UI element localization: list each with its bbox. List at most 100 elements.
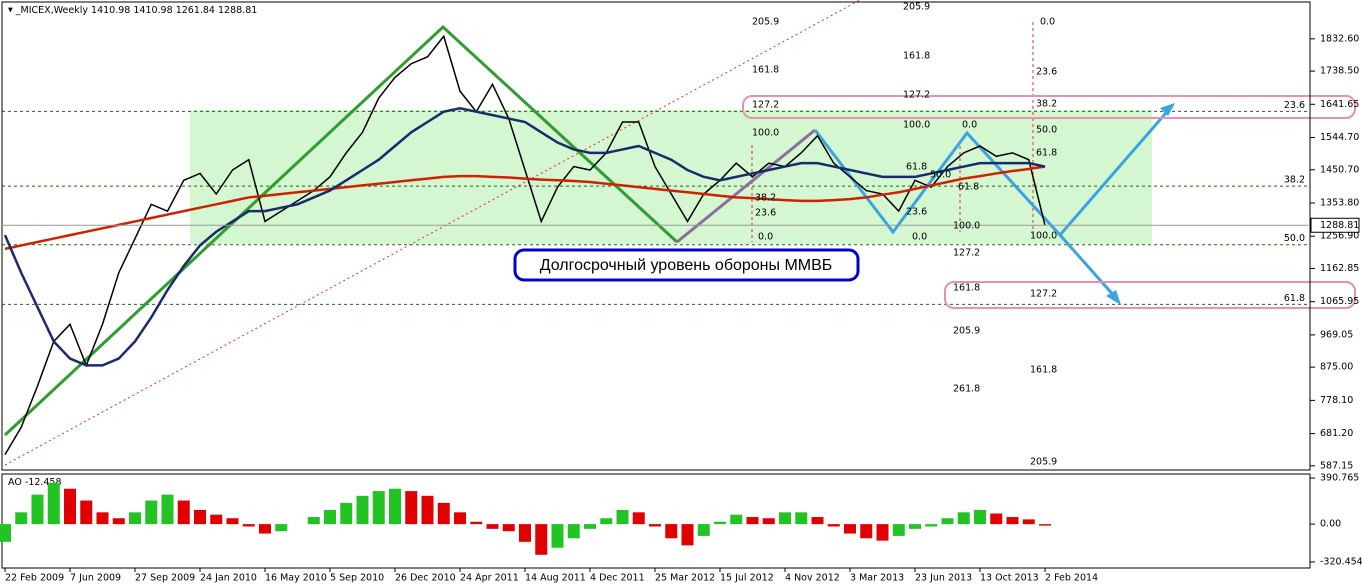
y-tick-label: 1353.80 — [1320, 197, 1359, 208]
bar — [161, 494, 174, 525]
indicator-title: AO -12.458 — [8, 477, 62, 488]
x-tick-label: 13 Oct 2013 — [980, 573, 1039, 584]
fib-label: 205.9 — [903, 2, 930, 13]
bar — [307, 517, 320, 525]
bar — [421, 495, 434, 525]
fib-label: 0.0 — [758, 232, 773, 243]
x-tick-label: 14 Aug 2011 — [525, 573, 586, 584]
bar — [714, 521, 726, 525]
fib-label: 61.8 — [906, 162, 927, 173]
trend-line — [676, 128, 816, 244]
y-tick-label: 1450.70 — [1320, 164, 1359, 175]
bar — [1039, 524, 1051, 526]
target-zone — [742, 95, 1356, 119]
y-tick-label: 390.765 — [1320, 473, 1359, 484]
bar — [405, 491, 418, 525]
bar — [876, 524, 889, 541]
fib-label: 205.9 — [953, 326, 980, 337]
ohlc: 1261.84 — [176, 5, 215, 16]
fib-label: 100.0 — [752, 128, 779, 139]
bar — [925, 524, 938, 527]
ohlc: 1410.98 — [133, 5, 172, 16]
price-label: 1288.81 — [1320, 220, 1359, 231]
fib-label: 0.0 — [1040, 17, 1055, 28]
fib-label: 0.0 — [912, 232, 927, 243]
level-label: 38.2 — [1284, 175, 1305, 186]
x-tick-label: 25 Mar 2012 — [655, 573, 715, 584]
fib-label: 100.0 — [1030, 231, 1057, 242]
y-tick-label: 1832.60 — [1320, 33, 1359, 44]
bar — [519, 524, 531, 542]
ohlc: 1288.81 — [218, 5, 257, 16]
bar — [112, 518, 125, 525]
bar — [31, 494, 44, 525]
fib-label: 205.9 — [1030, 457, 1057, 468]
x-tick-label: 2 Feb 2014 — [1045, 573, 1098, 584]
bar — [324, 509, 336, 525]
bar — [1006, 517, 1019, 525]
trend-line — [3, 24, 679, 437]
bar — [145, 500, 158, 525]
indicator-name: AO — [8, 477, 22, 488]
bar — [437, 502, 450, 525]
x-tick-label: 5 Sep 2010 — [330, 573, 384, 584]
bar — [941, 518, 954, 525]
x-tick-label: 7 Jun 2009 — [70, 573, 121, 584]
y-tick-label: 1641.65 — [1320, 99, 1359, 110]
bar — [15, 512, 28, 525]
fib-label: 50.0 — [930, 170, 951, 181]
bar — [535, 524, 548, 555]
fib-label: 50.0 — [1036, 125, 1057, 136]
bar — [551, 524, 564, 548]
projection-line — [1058, 234, 1118, 299]
fib-label: 161.8 — [953, 283, 980, 294]
bar — [275, 524, 288, 532]
bar — [0, 524, 11, 542]
y-tick-label: 1738.50 — [1320, 66, 1359, 77]
y-tick-label: 875.00 — [1320, 362, 1353, 373]
bar — [827, 524, 840, 527]
bar — [47, 482, 60, 525]
caption-box — [513, 248, 860, 282]
bar — [177, 500, 190, 525]
y-tick-label: 681.20 — [1320, 428, 1353, 439]
bar — [990, 513, 1003, 525]
fib-label: 161.8 — [752, 65, 779, 76]
fib-label: 23.6 — [906, 207, 927, 218]
bar — [697, 524, 710, 536]
fib-label: 161.8 — [903, 51, 930, 62]
fib-label: 23.6 — [1036, 67, 1057, 78]
bar — [470, 521, 483, 525]
bar — [649, 524, 661, 527]
fib-label: 61.8 — [958, 182, 979, 193]
caption: Долгосрочный уровень обороны ММВБ — [540, 257, 833, 274]
x-tick-label: 26 Dec 2010 — [395, 573, 456, 584]
bar — [80, 500, 93, 525]
bar — [1022, 519, 1035, 525]
y-tick-label: -320.454 — [1320, 556, 1362, 567]
bar — [600, 518, 613, 525]
bar — [811, 517, 824, 525]
arrow-head — [1160, 103, 1175, 116]
fib-label: 261.8 — [953, 384, 980, 395]
bar — [356, 495, 369, 525]
bar — [632, 512, 645, 525]
y-tick-label: 587.15 — [1320, 460, 1353, 471]
y-tick-label: 1065.95 — [1320, 296, 1359, 307]
bar — [210, 514, 223, 525]
indicator-value: -12.458 — [25, 477, 62, 488]
fib-label: 161.8 — [1030, 365, 1057, 376]
bar — [584, 524, 596, 529]
fib-label: 38.2 — [755, 193, 776, 204]
bar — [974, 509, 986, 525]
level-label: 23.6 — [1284, 100, 1305, 111]
target-zone — [944, 281, 1356, 309]
bar — [779, 512, 791, 525]
bar — [454, 512, 466, 525]
bar — [616, 509, 629, 525]
fib-label: 127.2 — [903, 90, 930, 101]
y-tick-label: 1256.90 — [1320, 231, 1359, 242]
y-tick-label: 1544.70 — [1320, 132, 1359, 143]
x-tick-label: 24 Jan 2010 — [200, 573, 257, 584]
